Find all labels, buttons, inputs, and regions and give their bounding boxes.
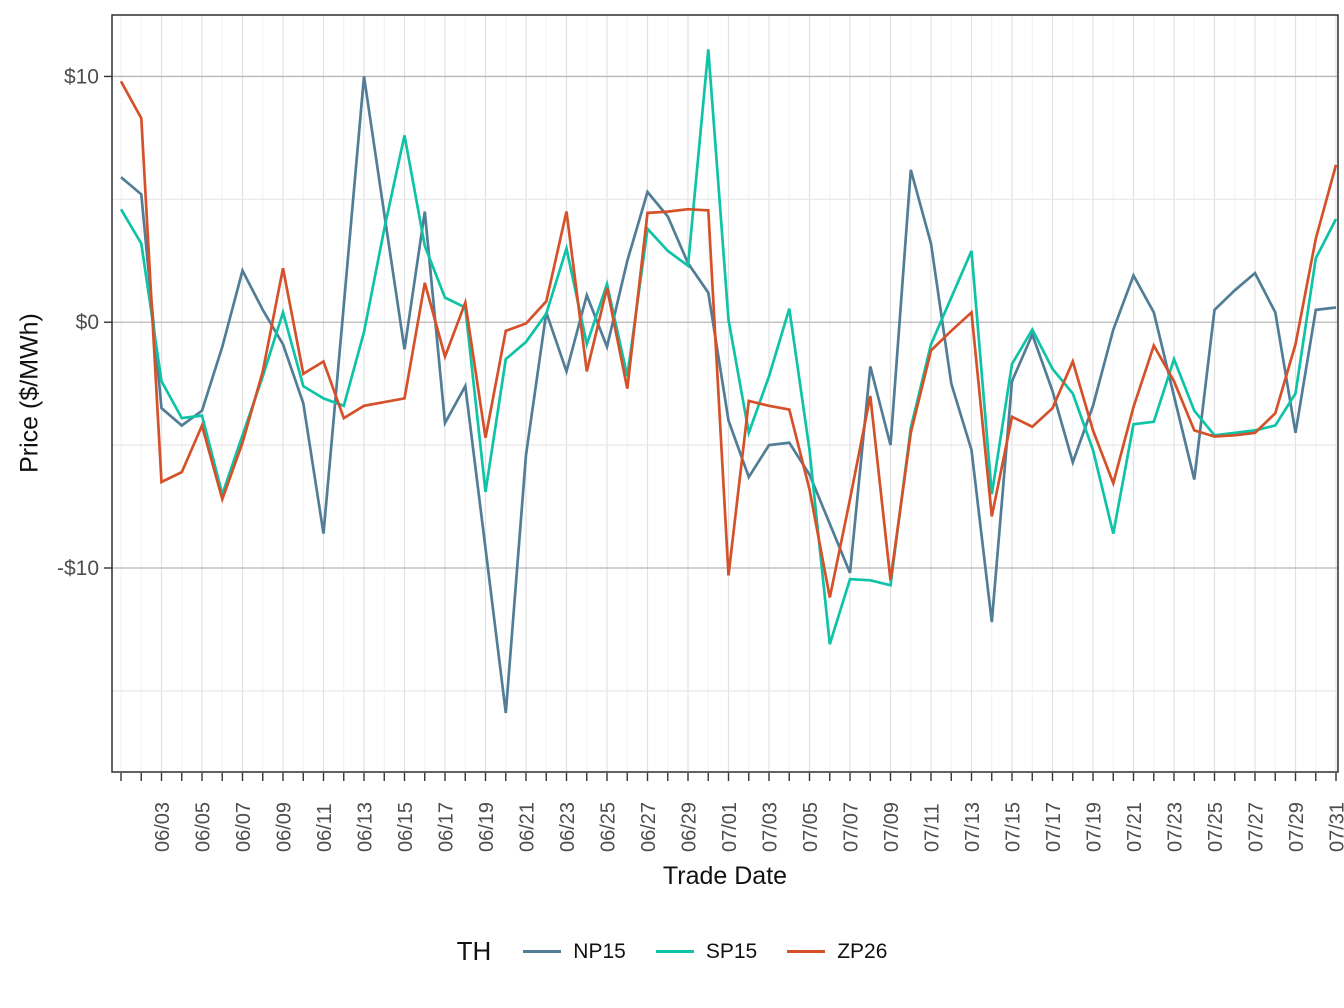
x-tick-label: 07/15 xyxy=(1003,802,1025,852)
x-tick-label: 06/15 xyxy=(395,802,417,852)
x-tick-label: 07/09 xyxy=(881,802,903,852)
x-tick-label: 07/03 xyxy=(760,802,782,852)
x-tick-label: 06/09 xyxy=(274,802,296,852)
x-tick-label: 06/17 xyxy=(436,802,458,852)
x-tick-label: 06/07 xyxy=(233,802,255,852)
legend-item-NP15: NP15 xyxy=(523,940,626,964)
legend-swatch-ZP26 xyxy=(787,949,826,954)
x-tick-label: 06/11 xyxy=(314,803,336,852)
x-tick-label: 07/21 xyxy=(1124,802,1146,852)
legend-swatch-NP15 xyxy=(523,949,562,954)
legend: TH NP15 SP15 ZP26 xyxy=(0,936,1344,967)
x-tick-label: 07/13 xyxy=(962,802,984,852)
x-tick-label: 07/27 xyxy=(1246,802,1268,852)
x-tick-label: 06/21 xyxy=(517,802,539,852)
y-tick-label: -$10 xyxy=(57,557,99,580)
x-tick-label: 06/19 xyxy=(476,802,498,852)
x-tick-label: 07/01 xyxy=(719,802,741,852)
x-tick-label: 06/29 xyxy=(679,802,701,852)
y-axis-title: Price ($/MWh) xyxy=(15,313,44,473)
x-tick-label: 07/05 xyxy=(800,802,822,852)
series-line-NP15 xyxy=(120,76,1337,714)
x-tick-label: 06/23 xyxy=(557,802,579,852)
x-tick-label: 07/19 xyxy=(1084,802,1106,852)
x-tick-label: 07/07 xyxy=(841,802,863,852)
x-tick-label: 06/25 xyxy=(598,802,620,852)
legend-items: NP15 SP15 ZP26 xyxy=(523,940,887,964)
x-tick-label: 07/29 xyxy=(1286,802,1308,852)
x-tick-label: 07/25 xyxy=(1205,802,1227,852)
y-tick-label: $10 xyxy=(64,65,99,88)
legend-item-SP15: SP15 xyxy=(655,939,758,964)
x-tick-label: 06/03 xyxy=(152,802,174,852)
x-tick-label: 07/17 xyxy=(1043,802,1065,852)
legend-swatch-SP15 xyxy=(655,949,694,954)
x-tick-label: 06/13 xyxy=(355,802,377,852)
series-line-SP15 xyxy=(119,49,1338,645)
legend-item-ZP26: ZP26 xyxy=(787,940,887,964)
legend-label-NP15: NP15 xyxy=(573,939,626,963)
x-tick-label: 07/31 xyxy=(1327,802,1344,852)
x-tick-label: 06/05 xyxy=(193,802,215,852)
x-tick-label: 06/27 xyxy=(638,802,660,852)
x-tick-label: 07/23 xyxy=(1165,802,1187,852)
legend-label-ZP26: ZP26 xyxy=(837,939,888,963)
legend-title: TH xyxy=(456,936,492,966)
y-tick-label: $0 xyxy=(76,311,99,334)
legend-label-SP15: SP15 xyxy=(705,939,758,963)
panel-border xyxy=(111,14,1339,773)
x-axis-title: Trade Date xyxy=(662,862,788,890)
x-tick-label: 07/11 xyxy=(922,803,944,852)
series-line-ZP26 xyxy=(119,80,1338,598)
